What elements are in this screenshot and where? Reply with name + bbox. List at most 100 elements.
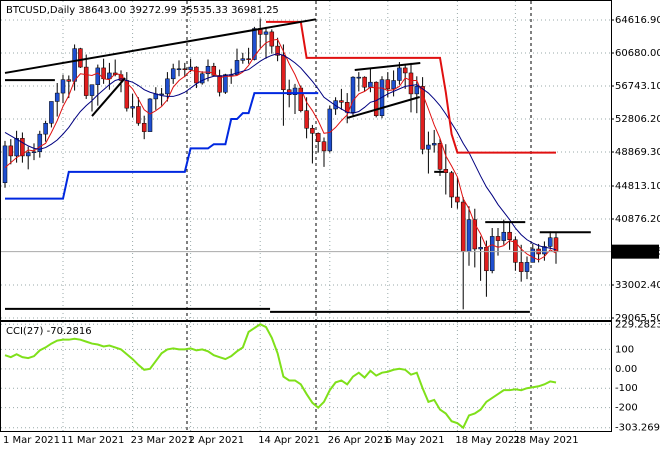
candle-body xyxy=(83,66,89,96)
candle-body xyxy=(194,66,199,84)
trendline xyxy=(346,96,420,119)
candle-body xyxy=(408,72,414,95)
cci-line xyxy=(4,323,557,430)
x-tick-label: 28 May 2021 xyxy=(513,435,578,446)
indicator-line xyxy=(266,20,556,154)
candle-body xyxy=(199,73,205,84)
candle-body xyxy=(478,247,483,250)
y-tick-label: 44813.10 xyxy=(615,181,660,192)
candle-body xyxy=(252,28,257,60)
y-tick-label: -100 xyxy=(615,383,638,394)
indicator-line xyxy=(4,38,557,261)
y-tick-label: 29065.50 xyxy=(615,313,660,324)
candle-body xyxy=(211,65,217,76)
candle-body xyxy=(170,68,176,80)
candle-body xyxy=(484,247,489,272)
candle-body xyxy=(368,81,373,88)
y-tick-label: 56743.10 xyxy=(615,81,660,92)
candle-body xyxy=(518,262,524,272)
price-panel xyxy=(0,0,612,321)
candle-body xyxy=(130,106,135,109)
candle-body xyxy=(66,79,72,82)
candle-body xyxy=(426,144,431,150)
y-tick-label: 100 xyxy=(615,344,634,355)
candle-body xyxy=(246,58,251,60)
x-tick-label: 18 May 2021 xyxy=(455,435,520,446)
candle-body xyxy=(356,76,362,79)
candle-body xyxy=(43,122,48,135)
x-tick-label: 1 Mar 2021 xyxy=(3,435,60,446)
candle-body xyxy=(217,75,222,93)
candle-body xyxy=(2,145,8,184)
candle-body xyxy=(14,138,19,157)
candle-body xyxy=(391,80,396,90)
candle-body xyxy=(205,65,211,75)
candle-body xyxy=(234,60,240,75)
candle-body xyxy=(25,152,31,157)
candle-body xyxy=(402,67,408,74)
candle-body xyxy=(136,106,141,124)
x-tick-label: 2 Apr 2021 xyxy=(189,435,244,446)
y-tick-label: 33002.40 xyxy=(615,280,660,291)
candle-body xyxy=(165,78,170,95)
x-tick-label: 11 Mar 2021 xyxy=(61,435,124,446)
candle-body xyxy=(8,145,14,157)
candle-body xyxy=(141,122,147,132)
candle-body xyxy=(466,219,472,252)
candle-body xyxy=(530,248,536,263)
candle-body xyxy=(31,151,37,153)
candle-body xyxy=(455,196,460,203)
last-price-box xyxy=(612,244,659,259)
chart-header: BTCUSD,Daily 38643.00 39272.99 35535.33 … xyxy=(6,5,279,16)
candle-body xyxy=(315,133,321,142)
candle-body xyxy=(78,48,83,68)
y-tick-label: 40876.20 xyxy=(615,214,660,225)
candle-body xyxy=(159,93,164,96)
y-tick-label: 64616.90 xyxy=(615,15,660,26)
candle-body xyxy=(176,68,182,71)
candle-body xyxy=(89,84,95,96)
candle-body xyxy=(524,262,530,272)
candle-body xyxy=(472,219,478,250)
x-tick-label: 6 May 2021 xyxy=(386,435,445,446)
candle-body xyxy=(269,31,275,47)
candle-body xyxy=(20,138,25,157)
candle-body xyxy=(240,58,246,61)
x-tick-label: 23 Mar 2021 xyxy=(131,435,194,446)
trendline xyxy=(354,62,421,72)
candle-body xyxy=(275,45,280,56)
x-tick-label: 14 Apr 2021 xyxy=(258,435,320,446)
y-tick-label: 0.00 xyxy=(615,364,637,375)
candle-body xyxy=(339,100,344,103)
candle-body xyxy=(489,236,495,272)
candle-body xyxy=(385,79,391,90)
candle-body xyxy=(449,172,454,198)
candle-body xyxy=(437,143,443,170)
y-tick-label: 60680.00 xyxy=(615,48,660,59)
candle-body xyxy=(513,239,518,263)
trendline xyxy=(91,77,126,117)
candle-body xyxy=(362,76,367,88)
candle-body xyxy=(182,68,188,71)
candle-body xyxy=(188,66,193,70)
candle-body xyxy=(547,237,553,247)
candle-body xyxy=(49,101,54,124)
candle-body xyxy=(304,110,309,129)
candle-body xyxy=(223,74,228,93)
candle-body xyxy=(263,31,269,35)
candle-body xyxy=(281,55,286,90)
y-tick-label: 229.2823 xyxy=(615,319,660,330)
x-tick-label: 26 Apr 2021 xyxy=(328,435,390,446)
candle-body xyxy=(37,133,43,152)
candle-body xyxy=(72,48,77,82)
indicator-line xyxy=(5,92,319,200)
cci-panel xyxy=(0,321,612,432)
indicator-line xyxy=(4,53,557,251)
last-price-label: 36981.25 xyxy=(615,247,660,258)
cci-title: CCI(27) -70.2816 xyxy=(6,326,92,337)
candle-body xyxy=(542,246,547,255)
candle-body xyxy=(507,231,512,241)
y-tick-label: -200 xyxy=(615,403,638,414)
candle-body xyxy=(443,169,449,173)
